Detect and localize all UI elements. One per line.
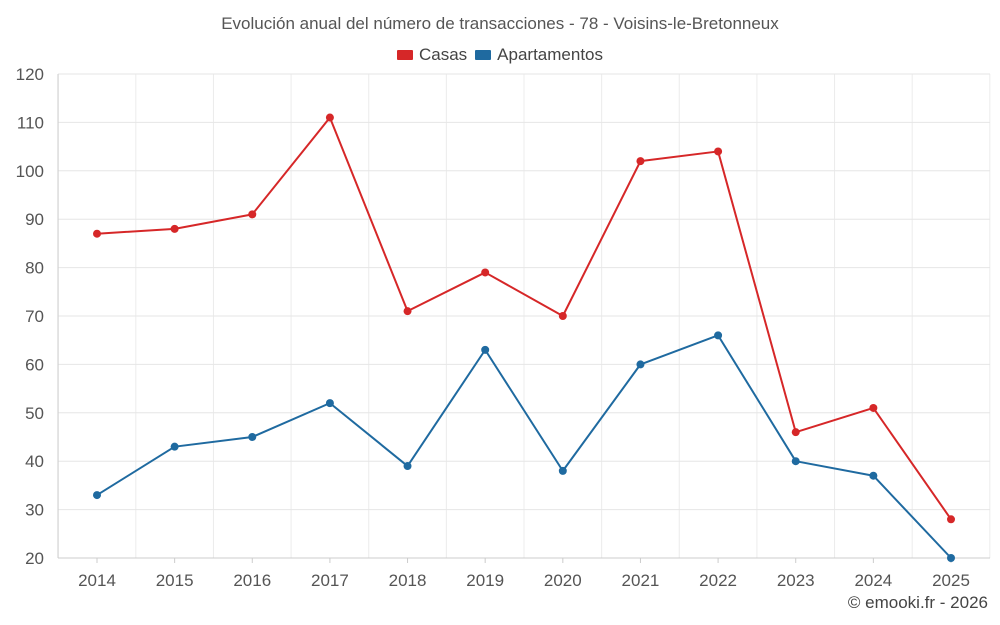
data-point-casas	[714, 147, 723, 156]
data-point-apartamentos	[869, 471, 878, 480]
data-point-casas	[791, 428, 800, 437]
x-tick-label: 2016	[233, 571, 271, 590]
x-tick-label: 2019	[466, 571, 504, 590]
data-point-apartamentos	[558, 466, 567, 475]
data-point-casas	[93, 229, 101, 238]
y-tick-label: 20	[25, 549, 44, 568]
data-point-apartamentos	[325, 399, 334, 408]
x-tick-label: 2020	[544, 571, 582, 590]
series-line-apartamentos	[96, 334, 952, 559]
x-tick-label: 2015	[156, 571, 194, 590]
y-tick-label: 100	[16, 162, 44, 181]
x-tick-label: 2024	[854, 571, 892, 590]
data-point-apartamentos	[170, 442, 179, 451]
data-point-apartamentos	[481, 345, 490, 354]
y-tick-label: 90	[25, 210, 44, 229]
y-tick-label: 110	[17, 113, 44, 132]
y-tick-label: 120	[16, 65, 44, 84]
legend: Casas Apartamentos	[0, 45, 1000, 65]
legend-swatch-apartamentos	[475, 50, 492, 60]
data-point-apartamentos	[636, 360, 645, 369]
x-tick-label: 2017	[311, 571, 349, 590]
y-tick-label: 40	[25, 452, 44, 471]
y-tick-label: 50	[25, 404, 44, 423]
legend-item-casas[interactable]: Casas	[396, 45, 468, 65]
y-tick-label: 70	[25, 307, 44, 326]
data-point-apartamentos	[714, 331, 723, 340]
data-point-casas	[558, 312, 567, 320]
data-point-apartamentos	[403, 462, 412, 471]
data-point-casas	[869, 403, 878, 412]
y-tick-label: 60	[25, 355, 44, 374]
x-tick-label: 2023	[777, 571, 815, 590]
data-point-apartamentos	[93, 491, 101, 500]
data-point-casas	[481, 268, 490, 277]
data-point-apartamentos	[947, 554, 955, 562]
data-point-casas	[636, 157, 645, 166]
data-point-casas	[403, 307, 412, 316]
x-tick-label: 2018	[389, 571, 427, 590]
data-point-apartamentos	[248, 433, 257, 441]
legend-label-casas: Casas	[418, 45, 468, 64]
data-point-casas	[170, 224, 179, 233]
y-tick-label: 30	[25, 501, 44, 520]
y-tick-label: 80	[25, 259, 44, 278]
legend-item-apartamentos[interactable]: Apartamentos	[475, 45, 603, 65]
data-point-casas	[248, 210, 257, 219]
chart-title: Evolución anual del número de transaccio…	[221, 14, 779, 33]
series-line-casas	[96, 116, 952, 520]
data-point-casas	[947, 515, 955, 524]
data-point-apartamentos	[791, 457, 800, 466]
data-point-casas	[325, 113, 334, 122]
legend-swatch-casas	[396, 50, 413, 60]
x-tick-label: 2021	[622, 571, 660, 590]
legend-label-apartamentos: Apartamentos	[497, 45, 604, 64]
x-tick-label: 2025	[932, 571, 970, 590]
x-tick-label: 2014	[78, 571, 116, 590]
x-tick-label: 2022	[699, 571, 737, 590]
credit-text: © emooki.fr - 2026	[847, 593, 988, 612]
